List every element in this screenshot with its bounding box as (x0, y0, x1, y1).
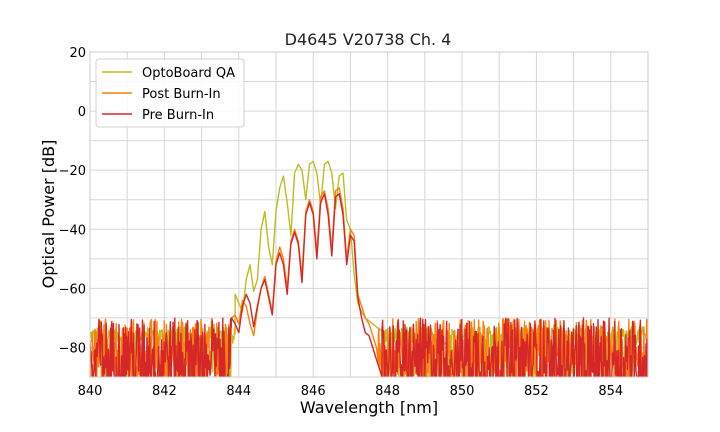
y-tick-label: −60 (59, 282, 86, 297)
legend-label: Post Burn-In (142, 87, 221, 102)
x-tick-label: 846 (301, 384, 326, 399)
y-tick-label: 0 (78, 105, 86, 120)
x-tick-label: 850 (450, 384, 475, 399)
y-tick-label: −20 (59, 164, 86, 179)
y-tick-label: −80 (59, 341, 86, 356)
x-tick-label: 840 (78, 384, 103, 399)
y-tick-label: −40 (59, 223, 86, 238)
series-line-pre-burn-in (90, 193, 648, 377)
y-tick-labels: 20 0 −20 −40 −60 −80 (59, 46, 86, 356)
legend-label: Pre Burn-In (142, 108, 214, 123)
legend: OptoBoard QA Post Burn-In Pre Burn-In (95, 58, 245, 128)
legend-box (95, 58, 245, 128)
x-tick-label: 852 (524, 384, 549, 399)
x-tick-labels: 840 842 844 846 848 850 852 854 (78, 384, 624, 399)
plot-frame (89, 51, 649, 378)
x-tick-label: 848 (375, 384, 400, 399)
x-axis-label: Wavelength [nm] (300, 398, 438, 417)
y-tick-label: 20 (69, 46, 86, 61)
grid (89, 51, 649, 378)
x-tick-label: 844 (226, 384, 251, 399)
legend-label: OptoBoard QA (142, 66, 235, 81)
series-layer (90, 160, 648, 377)
x-tick-label: 842 (152, 384, 177, 399)
y-axis-label: Optical Power [dB] (39, 140, 58, 289)
x-tick-label: 854 (598, 384, 623, 399)
chart-title: D4645 V20738 Ch. 4 (285, 30, 452, 49)
